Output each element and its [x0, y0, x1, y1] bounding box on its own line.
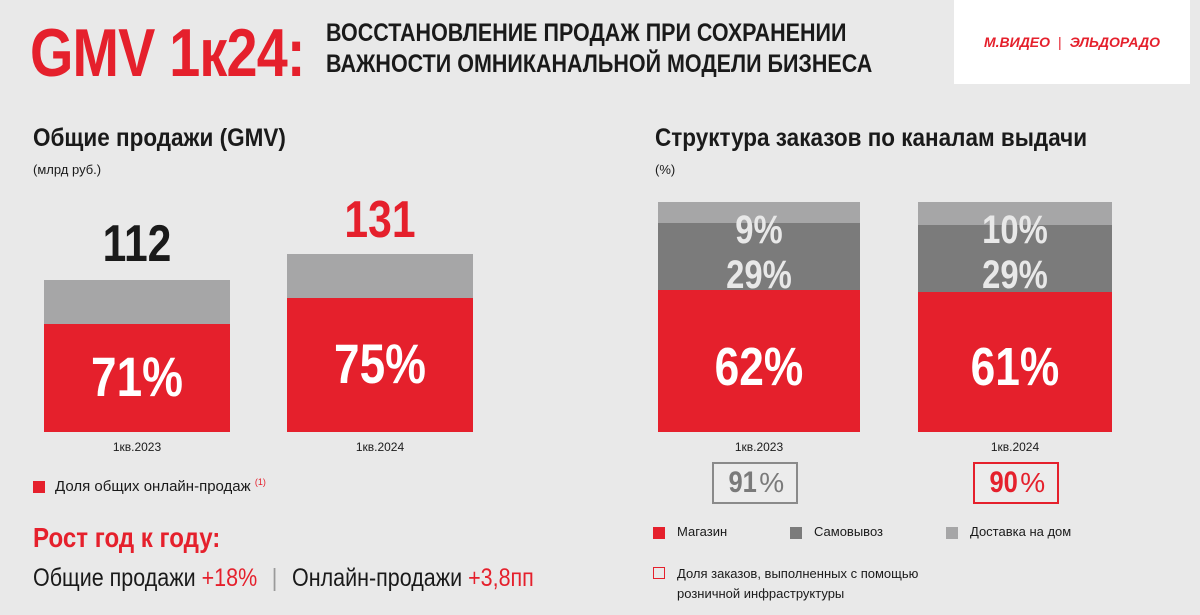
gmv-xlabel-2023: 1кв.2023 — [112, 440, 162, 454]
channel-store-label-2023: 62% — [714, 337, 804, 397]
legend-store-swatch — [653, 527, 665, 539]
subtitle-line-1: ВОССТАНОВЛЕНИЕ ПРОДАЖ ПРИ СОХРАНЕНИИ — [326, 19, 847, 47]
legend-home-swatch — [946, 527, 958, 539]
channel-pickup-label-2024: 29% — [982, 253, 1048, 297]
growth-title: Рост год к году: — [33, 522, 221, 553]
gmv-bar-2024: 75% — [287, 254, 473, 432]
legend-pickup-swatch — [790, 527, 802, 539]
channel-xlabel-2024: 1кв.2024 — [990, 440, 1040, 454]
legend-home-label: Доставка на дом — [970, 524, 1072, 539]
legend-retail-text: Доля заказов, выполненных с помощью розн… — [677, 564, 918, 604]
growth-online-label: Онлайн-продажи — [291, 564, 463, 592]
online-share-legend: Доля общих онлайн-продаж (1) — [55, 477, 266, 495]
channel-pickup-2024 — [918, 225, 1112, 292]
gmv-bar-2023-offline — [44, 280, 230, 324]
retail-share-box-2023: 91% — [712, 462, 798, 504]
gmv-total-label-2023: 112 — [102, 215, 172, 273]
gmv-online-share-2024: 75% — [334, 332, 426, 395]
channel-stack-2023: 9% 29% 62% — [658, 202, 860, 432]
gmv-bar-2023-online: 71% — [44, 324, 230, 432]
subtitle-line-2: ВАЖНОСТИ ОМНИКАНАЛЬНОЙ МОДЕЛИ БИЗНЕСА — [326, 50, 873, 78]
channels-section-title: Структура заказов по каналам выдачи — [655, 124, 1088, 152]
channel-home-label-2023: 9% — [735, 208, 783, 252]
brand-logo: М.ВИДЕО | ЭЛЬДОРАДО — [954, 0, 1190, 84]
page-title: GMV 1к24: — [30, 15, 305, 91]
growth-divider: | — [271, 564, 278, 592]
online-share-legend-swatch — [33, 481, 45, 493]
channel-home-2024 — [918, 202, 1112, 225]
gmv-xlabel-2024: 1кв.2024 — [355, 440, 405, 454]
channel-stack-2024: 10% 29% 61% — [918, 202, 1112, 432]
legend-retail-line-2: розничной инфраструктуры — [677, 586, 845, 601]
logo-separator: | — [1058, 34, 1062, 50]
retail-share-value-2024: 90 — [989, 466, 1018, 499]
channel-home-2023 — [658, 202, 860, 223]
channel-store-2024 — [918, 292, 1112, 432]
page-subtitle: ВОССТАНОВЛЕНИЕ ПРОДАЖ ПРИ СОХРАНЕНИИ ВАЖ… — [326, 18, 872, 80]
growth-total-label: Общие продажи — [33, 564, 196, 592]
legend-retail-line-1: Доля заказов, выполненных с помощью — [677, 566, 919, 581]
gmv-bar-2024-offline — [287, 254, 473, 298]
legend-store-label: Магазин — [677, 524, 728, 539]
gmv-total-label-2024: 131 — [344, 191, 416, 249]
channel-pickup-2023 — [658, 223, 860, 290]
retail-share-value-2023: 91 — [728, 466, 757, 499]
gmv-section-unit: (млрд руб.) — [33, 162, 102, 177]
gmv-bar-2024-online: 75% — [287, 298, 473, 432]
gmv-online-share-2023: 71% — [91, 345, 183, 408]
logo-mvideo: М.ВИДЕО — [983, 34, 1051, 50]
channel-store-2023 — [658, 290, 860, 432]
growth-total-value: +18% — [201, 564, 258, 592]
gmv-section-title: Общие продажи (GMV) — [33, 124, 286, 152]
growth-online-value: +3,8пп — [468, 564, 534, 592]
retail-share-unit-2024: % — [1020, 467, 1046, 498]
logo-eldorado: ЭЛЬДОРАДО — [1069, 34, 1161, 50]
legend-pickup-label: Самовывоз — [814, 524, 883, 539]
channel-xlabel-2023: 1кв.2023 — [734, 440, 784, 454]
channel-pickup-label-2023: 29% — [726, 253, 792, 297]
growth-line: Общие продажи +18% | Онлайн-продажи +3,8… — [33, 564, 534, 593]
channels-section-unit: (%) — [655, 162, 676, 177]
retail-share-box-2024: 90% — [973, 462, 1059, 504]
online-share-legend-note: (1) — [254, 477, 266, 487]
legend-retail-outline-swatch — [653, 567, 665, 579]
online-share-legend-label: Доля общих онлайн-продаж — [55, 478, 251, 495]
gmv-bar-2023: 71% — [44, 280, 230, 432]
channel-store-label-2024: 61% — [970, 337, 1060, 397]
channel-home-label-2024: 10% — [982, 208, 1048, 252]
retail-share-unit-2023: % — [759, 467, 785, 498]
